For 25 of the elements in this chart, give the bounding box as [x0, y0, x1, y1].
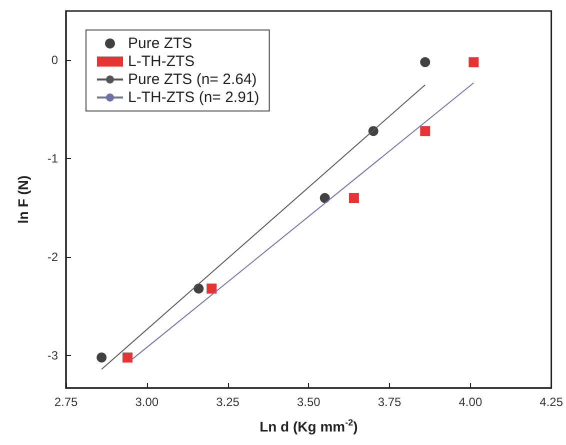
point — [206, 284, 217, 294]
point — [348, 193, 359, 204]
x-tick-label: 3.25 — [216, 395, 240, 409]
x-tick-label: 2.75 — [54, 395, 78, 409]
legend-label: Pure ZTS (n= 2.64) — [128, 71, 257, 88]
x-tick-label: 3.50 — [296, 395, 321, 409]
legend-label: Pure ZTS — [128, 35, 192, 52]
x-tick-label: 3.00 — [135, 395, 159, 409]
x-tick-label: 3.75 — [378, 395, 402, 409]
legend-label: L-TH-ZTS — [128, 53, 195, 70]
y-tick-label: -1 — [47, 152, 58, 166]
x-tick-label: 4.25 — [540, 395, 564, 409]
point — [420, 126, 430, 136]
point — [320, 193, 330, 204]
point — [96, 352, 107, 362]
y-tick-label: 0 — [51, 53, 58, 68]
point — [468, 57, 479, 68]
y-tick-label: -3 — [47, 348, 58, 363]
y-axis-title: ln F (N) — [15, 175, 31, 224]
point — [420, 57, 430, 68]
x-tick-label: 4.00 — [458, 395, 482, 409]
legend-label: L-TH-ZTS (n= 2.91) — [128, 89, 260, 106]
point — [122, 352, 132, 362]
point — [194, 284, 204, 294]
y-tick-label: -2 — [47, 250, 58, 264]
